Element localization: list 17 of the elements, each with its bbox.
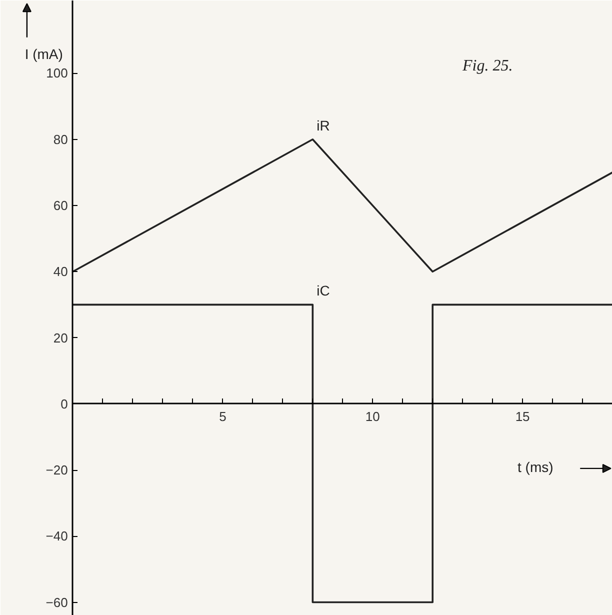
x-axis-title: t (ms) bbox=[518, 458, 554, 475]
x-tick-label: 5 bbox=[219, 408, 226, 424]
y-tick-label: 40 bbox=[53, 264, 68, 280]
y-tick-label: 60 bbox=[53, 198, 68, 213]
y-tick-label: 100 bbox=[46, 66, 68, 81]
x-tick-label: 15 bbox=[515, 408, 530, 424]
y-axis-title: I (mA) bbox=[24, 46, 63, 62]
y-tick-label: −20 bbox=[46, 462, 68, 478]
y-tick-label: 20 bbox=[53, 330, 68, 346]
y-tick-label: −60 bbox=[46, 594, 68, 610]
y-tick-label: 80 bbox=[53, 132, 68, 147]
y-tick-label: −40 bbox=[46, 528, 68, 544]
x-tick-label: 10 bbox=[365, 408, 380, 424]
annotation: Fig. 25. bbox=[462, 57, 513, 74]
series-label: iR bbox=[316, 117, 330, 134]
series-label: iC bbox=[316, 282, 330, 299]
y-tick-label: 0 bbox=[60, 396, 68, 412]
